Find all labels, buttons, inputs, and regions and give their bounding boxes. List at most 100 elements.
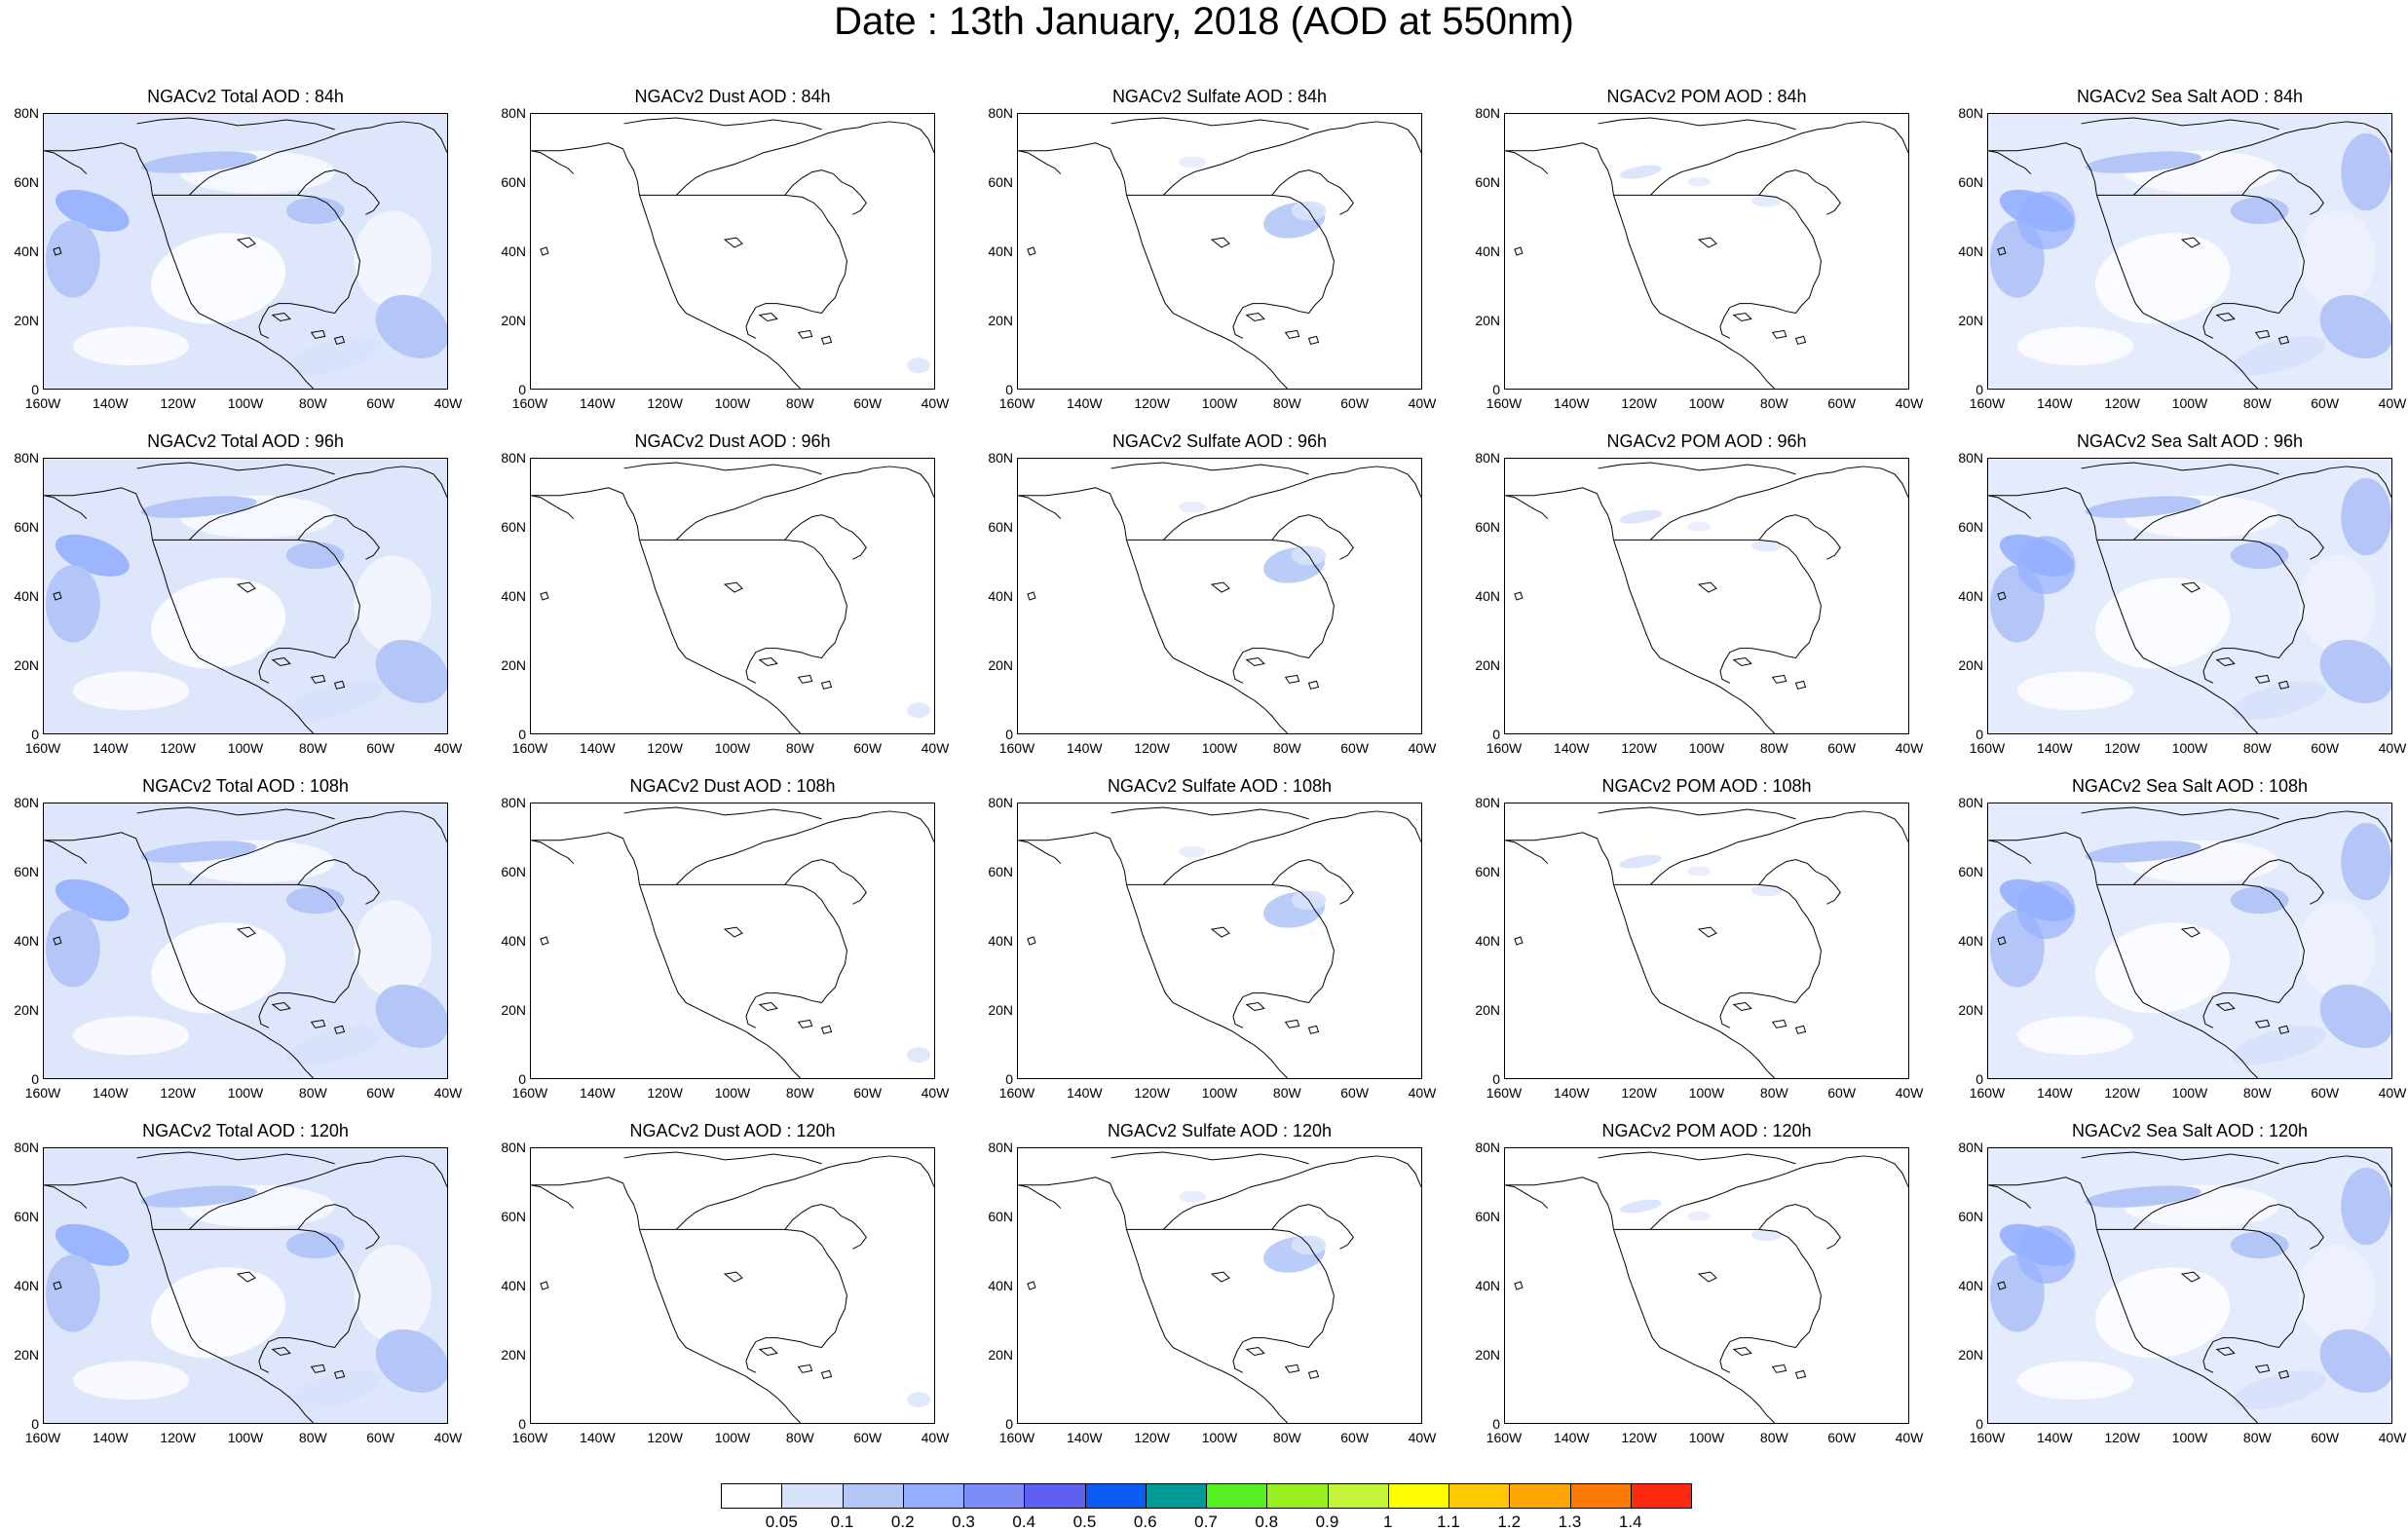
high-aod-band [2319, 984, 2391, 1049]
high-aod-band [2232, 1026, 2326, 1065]
x-tick-label: 60W [1827, 1430, 1857, 1445]
y-tick-label: 20N [1475, 1347, 1500, 1363]
x-tick-label: 80W [785, 1430, 814, 1445]
coastline [1505, 806, 1908, 1078]
x-tick-label: 140W [1067, 1085, 1103, 1101]
map-panel: NGACv2 Sulfate AOD : 120h 80N 60N 40N 20N 0 16… [974, 1120, 1461, 1461]
island-outlines [1027, 237, 1320, 345]
pom-patch [1687, 866, 1711, 877]
low-aod-patch [72, 671, 190, 711]
pom-patch [1687, 1211, 1711, 1221]
x-tick-label: 60W [1340, 1430, 1370, 1445]
map-area [1017, 458, 1422, 734]
map-panel: NGACv2 Total AOD : 120h 80N 60N 40N 20N 0 160W… [0, 1120, 487, 1461]
island-outlines [53, 926, 346, 1034]
colorbar-label: 0.4 [1012, 1513, 1036, 1531]
x-tick-label: 140W [93, 1085, 129, 1101]
x-tick-label: 40W [921, 1430, 950, 1445]
y-tick-label: 0 [518, 1416, 526, 1432]
x-tick-label: 120W [1621, 395, 1657, 411]
y-tick-label: 40N [14, 588, 39, 604]
high-aod-band [287, 1370, 382, 1410]
y-tick-label: 60N [501, 1209, 526, 1224]
x-tick-label: 40W [2378, 395, 2407, 411]
x-tick-label: 40W [1408, 740, 1437, 756]
panel-title: NGACv2 Sulfate AOD : 108h [1107, 776, 1333, 796]
y-tick-label: 20N [1958, 1347, 1983, 1363]
island-outlines [1997, 1271, 2290, 1379]
high-aod-band [2232, 1370, 2326, 1410]
dust-patch [907, 1392, 931, 1408]
x-tick-label: 40W [1408, 395, 1437, 411]
colorbar-swatch [842, 1483, 904, 1509]
x-tick-label: 60W [366, 395, 395, 411]
x-tick-label: 160W [998, 1085, 1035, 1101]
x-tick-label: 120W [647, 395, 683, 411]
island-outlines [1514, 1271, 1807, 1379]
colorbar-label: 1.3 [1558, 1513, 1582, 1531]
map-area [1987, 803, 2392, 1079]
x-tick-label: 120W [160, 740, 196, 756]
map-panel: NGACv2 Sea Salt AOD : 108h 80N 60N 40N 20N 0 1… [1944, 775, 2408, 1116]
high-aod-band [285, 197, 345, 225]
x-tick-label: 100W [1688, 1430, 1725, 1445]
map-panel: NGACv2 POM AOD : 96h 80N 60N 40N 20N 0 160W 140… [1461, 430, 1948, 771]
coastline [1988, 806, 2391, 1078]
y-tick-label: 80N [988, 795, 1013, 810]
map-panel: NGACv2 Dust AOD : 84h 80N 60N 40N 20N 0 160W 14… [487, 86, 974, 427]
y-tick-label: 0 [518, 727, 526, 742]
y-tick-label: 0 [1975, 1416, 1983, 1432]
x-tick-label: 120W [647, 740, 683, 756]
y-tick-label: 0 [1005, 727, 1013, 742]
colorbar-label: 1.2 [1497, 1513, 1522, 1531]
x-tick-label: 160W [998, 740, 1035, 756]
low-aod-patch [72, 1016, 190, 1056]
colorbar-swatch [963, 1483, 1026, 1509]
colorbar-swatch [1084, 1483, 1147, 1509]
aod-field [44, 459, 447, 733]
low-aod-patch [2095, 578, 2231, 669]
colorbar [721, 1483, 1692, 1509]
panel-title: NGACv2 POM AOD : 96h [1606, 431, 1807, 451]
low-aod-patch [72, 1361, 190, 1401]
y-tick-label: 80N [988, 105, 1013, 121]
x-tick-label: 120W [160, 1085, 196, 1101]
y-tick-label: 60N [14, 519, 39, 535]
coastline [1018, 806, 1421, 1078]
high-aod-band [2085, 1185, 2201, 1208]
colorbar-label: 0.5 [1072, 1513, 1097, 1531]
colorbar-swatch [721, 1483, 783, 1509]
x-tick-label: 120W [647, 1085, 683, 1101]
island-outlines [53, 1271, 346, 1379]
map-area [1017, 803, 1422, 1079]
x-tick-label: 140W [93, 395, 129, 411]
coastline [531, 1151, 934, 1423]
x-tick-label: 40W [921, 740, 950, 756]
pom-patch [1750, 540, 1783, 552]
x-tick-label: 160W [511, 1430, 548, 1445]
x-tick-label: 120W [1134, 1085, 1170, 1101]
y-tick-label: 20N [1958, 313, 1983, 328]
map-panel: NGACv2 Dust AOD : 96h 80N 60N 40N 20N 0 160W 14… [487, 430, 974, 771]
high-aod-band [287, 681, 382, 721]
low-aod-patch [151, 922, 286, 1014]
colorbar-swatch [1327, 1483, 1389, 1509]
panel-title: NGACv2 POM AOD : 120h [1601, 1121, 1812, 1140]
y-tick-label: 40N [1475, 243, 1500, 259]
island-outlines [1027, 1271, 1320, 1379]
low-aod-patch [2298, 1245, 2377, 1342]
island-outlines [1027, 926, 1320, 1034]
x-tick-label: 40W [921, 1085, 950, 1101]
x-tick-label: 80W [1759, 740, 1788, 756]
x-tick-label: 140W [580, 1085, 616, 1101]
y-tick-label: 60N [988, 864, 1013, 879]
x-tick-label: 60W [366, 1430, 395, 1445]
y-tick-label: 0 [1005, 382, 1013, 397]
y-tick-label: 60N [1958, 174, 1983, 190]
y-tick-label: 20N [1475, 313, 1500, 328]
y-tick-label: 40N [1958, 933, 1983, 949]
coastline [44, 806, 447, 1078]
panel-title: NGACv2 Dust AOD : 108h [629, 776, 836, 796]
x-tick-label: 40W [2378, 1085, 2407, 1101]
x-tick-label: 160W [1486, 1085, 1523, 1101]
